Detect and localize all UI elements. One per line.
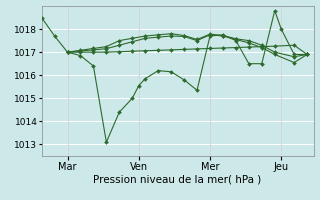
X-axis label: Pression niveau de la mer( hPa ): Pression niveau de la mer( hPa ) — [93, 174, 262, 184]
